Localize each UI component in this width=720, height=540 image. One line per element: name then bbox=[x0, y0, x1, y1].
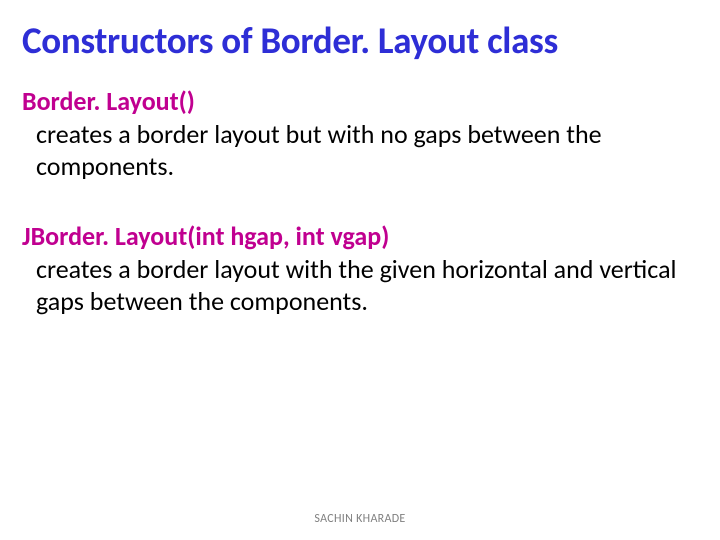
constructor-block-1: Border. Layout() creates a border layout… bbox=[22, 85, 698, 182]
constructor-signature: Border. Layout() bbox=[22, 85, 698, 117]
constructor-signature: JBorder. Layout(int hgap, int vgap) bbox=[22, 220, 698, 252]
footer-author: SACHIN KHARADE bbox=[0, 512, 720, 526]
slide-title: Constructors of Border. Layout class bbox=[22, 18, 698, 63]
constructor-block-2: JBorder. Layout(int hgap, int vgap) crea… bbox=[22, 220, 698, 317]
constructor-description: creates a border layout but with no gaps… bbox=[22, 119, 698, 182]
constructor-description: creates a border layout with the given h… bbox=[22, 254, 698, 317]
